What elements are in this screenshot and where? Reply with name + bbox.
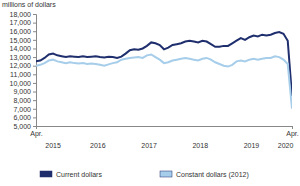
y-tick: 18,000 [10,11,36,18]
y-tick-mark [33,126,36,127]
y-tick-mark [33,14,36,15]
y-tick-label: 17,000 [10,19,32,26]
legend-swatch [160,171,172,177]
x-tick-mark [36,126,37,129]
y-tick: 15,000 [10,37,36,44]
y-tick-mark [33,40,36,41]
line-series [36,54,292,108]
x-axis-line [37,127,293,130]
y-tick-label: 8,000 [13,97,31,104]
chart: millions of dollars 5,000 6,0007,000 8,000 9… [0,0,300,186]
y-tick-mark [33,66,36,67]
year-label: 2018 [192,142,208,149]
y-tick: 5,000 [13,123,36,130]
y-tick-mark [33,48,36,49]
y-tick-label: 5,000 [13,123,31,130]
legend: Current dollars Constant dollars (2012) [40,171,249,179]
y-tick-label: 11,000 [10,71,31,78]
y-tick: 14,000 [10,45,36,52]
y-tick-mark [33,100,36,101]
legend-swatch [40,171,52,177]
y-tick-label: 9,000 [13,88,31,95]
y-tick-mark [33,117,36,118]
y-tick: 10,000 [10,80,36,87]
y-tick: 8,000 [13,97,36,104]
plot-area [36,32,292,109]
y-tick-mark [33,83,36,84]
y-tick: 6,000 [13,114,36,121]
x-tick: Apr. [30,126,43,138]
x-axis: Apr. Apr. [30,126,299,138]
year-label: 2019 [244,142,260,149]
x-tick-label: Apr. [30,130,43,138]
y-tick: 11,000 [10,71,36,78]
year-label: 2016 [90,142,106,149]
y-tick: 7,000 [13,106,36,113]
y-tick-label: 12,000 [10,62,32,69]
y-tick-label: 15,000 [10,37,32,44]
y-tick: 12,000 [10,62,36,69]
year-label: 2015 [45,142,61,149]
y-tick-mark [33,31,36,32]
y-tick-mark [33,109,36,110]
y-tick: 16,000 [10,28,36,35]
y-tick-label: 10,000 [10,80,32,87]
y-tick-label: 7,000 [13,106,31,113]
y-axis: 5,000 6,0007,000 8,000 9,00010,000 11,000 12,… [10,11,37,130]
year-label: 2020 [278,142,294,149]
y-tick-label: 13,000 [10,54,32,61]
y-tick-mark [33,92,36,93]
y-tick: 17,000 [10,19,36,26]
y-tick-mark [33,57,36,58]
legend-label: Current dollars [56,171,102,178]
y-axis-line [33,15,37,127]
y-tick-label: 14,000 [10,45,32,52]
y-tick-label: 6,000 [13,114,31,121]
x-tick: Apr. [286,126,299,138]
year-label: 2017 [141,142,157,149]
y-tick: 13,000 [10,54,36,61]
x-tick-mark [292,126,293,129]
y-tick-label: 16,000 [10,28,32,35]
y-tick-mark [33,74,36,75]
legend-label: Constant dollars (2012) [176,171,249,179]
y-tick: 9,000 [13,88,36,95]
y-axis-title: millions of dollars [2,1,56,8]
y-tick-mark [33,23,36,24]
y-tick-label: 18,000 [10,11,32,18]
x-tick-label: Apr. [286,130,299,138]
